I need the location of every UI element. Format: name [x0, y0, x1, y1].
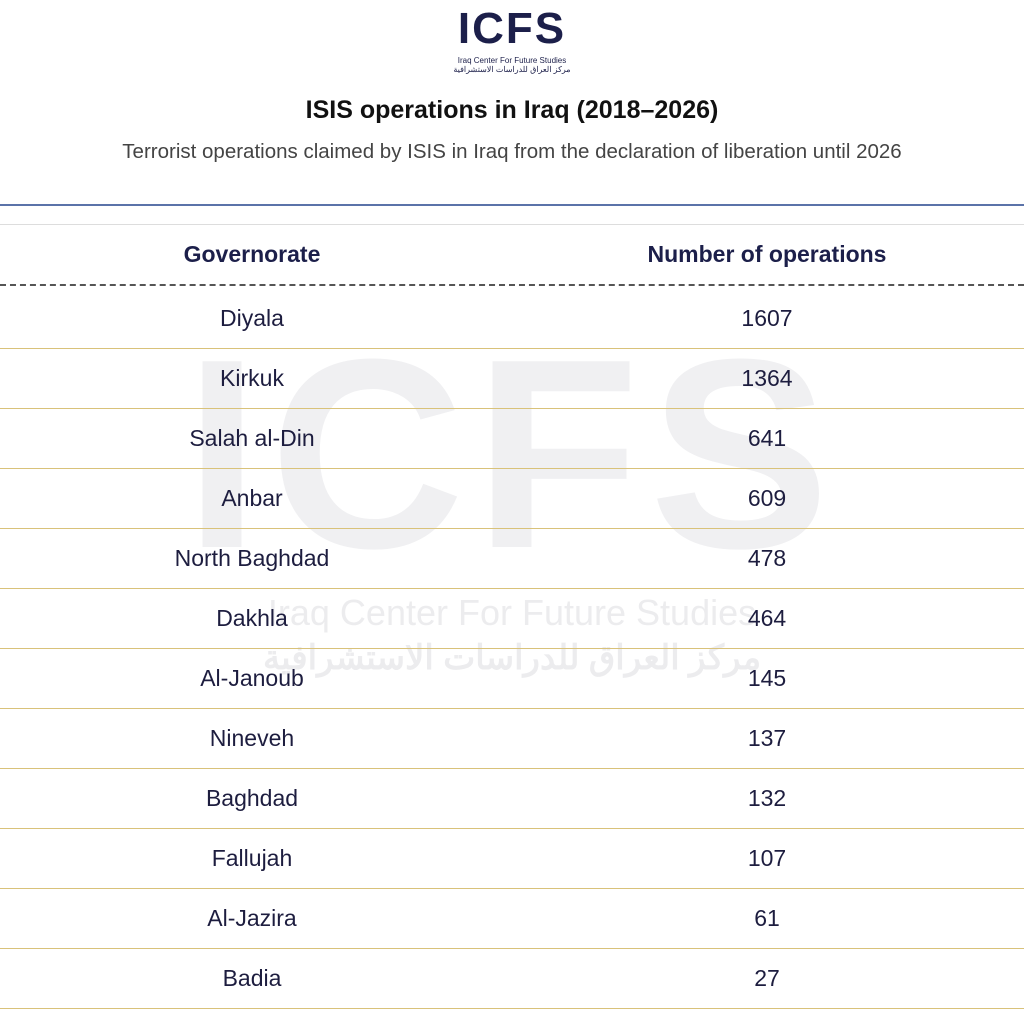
operations-count: 1364 [741, 365, 793, 391]
governorate: Kirkuk [220, 365, 284, 391]
title: ISIS operations in Iraq (2018–2026) [305, 96, 719, 124]
divider [0, 204, 1024, 206]
table-row: Al-Jazira 61 [0, 888, 1024, 949]
governorate: Al-Janoub [200, 665, 304, 691]
governorate: Al-Jazira [207, 905, 297, 931]
governorate: North Baghdad [174, 545, 330, 571]
divider [0, 224, 1024, 225]
governorate: Diyala [220, 305, 284, 331]
operations-count: 1607 [741, 305, 793, 331]
table-row: Dakhla 464 [0, 588, 1024, 649]
governorate: Fallujah [211, 845, 293, 871]
column-header: Governorate [183, 241, 321, 267]
governorate: Badia [222, 965, 282, 991]
operations-count: 137 [747, 725, 787, 751]
subtitle: Terrorist operations claimed by ISIS in … [122, 140, 902, 163]
table-row: Badia 27 [0, 948, 1024, 1009]
logo-name-ar: مركز العراق للدراسات الاستشرافية [453, 65, 571, 74]
operations-count: 464 [747, 605, 787, 631]
table-row: Kirkuk 1364 [0, 348, 1024, 409]
operations-count: 641 [747, 425, 787, 451]
table-row: Al-Janoub 145 [0, 648, 1024, 709]
header-divider [0, 284, 1024, 286]
governorate: Salah al-Din [189, 425, 315, 451]
table-row: Salah al-Din 641 [0, 408, 1024, 469]
logo-name: Iraq Center For Future Studies [457, 56, 567, 65]
operations-count: 27 [754, 965, 780, 991]
governorate: Nineveh [209, 725, 295, 751]
column-header: Number of operations [647, 241, 887, 267]
operations-count: 61 [754, 905, 780, 931]
table-row: Fallujah 107 [0, 828, 1024, 889]
operations-count: 478 [747, 545, 787, 571]
table-row: North Baghdad 478 [0, 528, 1024, 589]
table-row: Diyala 1607 [0, 288, 1024, 349]
logo-mark: ICFS [457, 4, 567, 53]
governorate: Dakhla [216, 605, 288, 631]
table-row: Baghdad 132 [0, 768, 1024, 829]
table-row: Nineveh 137 [0, 708, 1024, 769]
governorate: Baghdad [205, 785, 299, 811]
operations-count: 132 [747, 785, 787, 811]
governorate: Anbar [221, 485, 283, 511]
operations-count: 107 [747, 845, 787, 871]
operations-count: 609 [747, 485, 787, 511]
operations-count: 145 [747, 665, 787, 691]
table-row: Anbar 609 [0, 468, 1024, 529]
